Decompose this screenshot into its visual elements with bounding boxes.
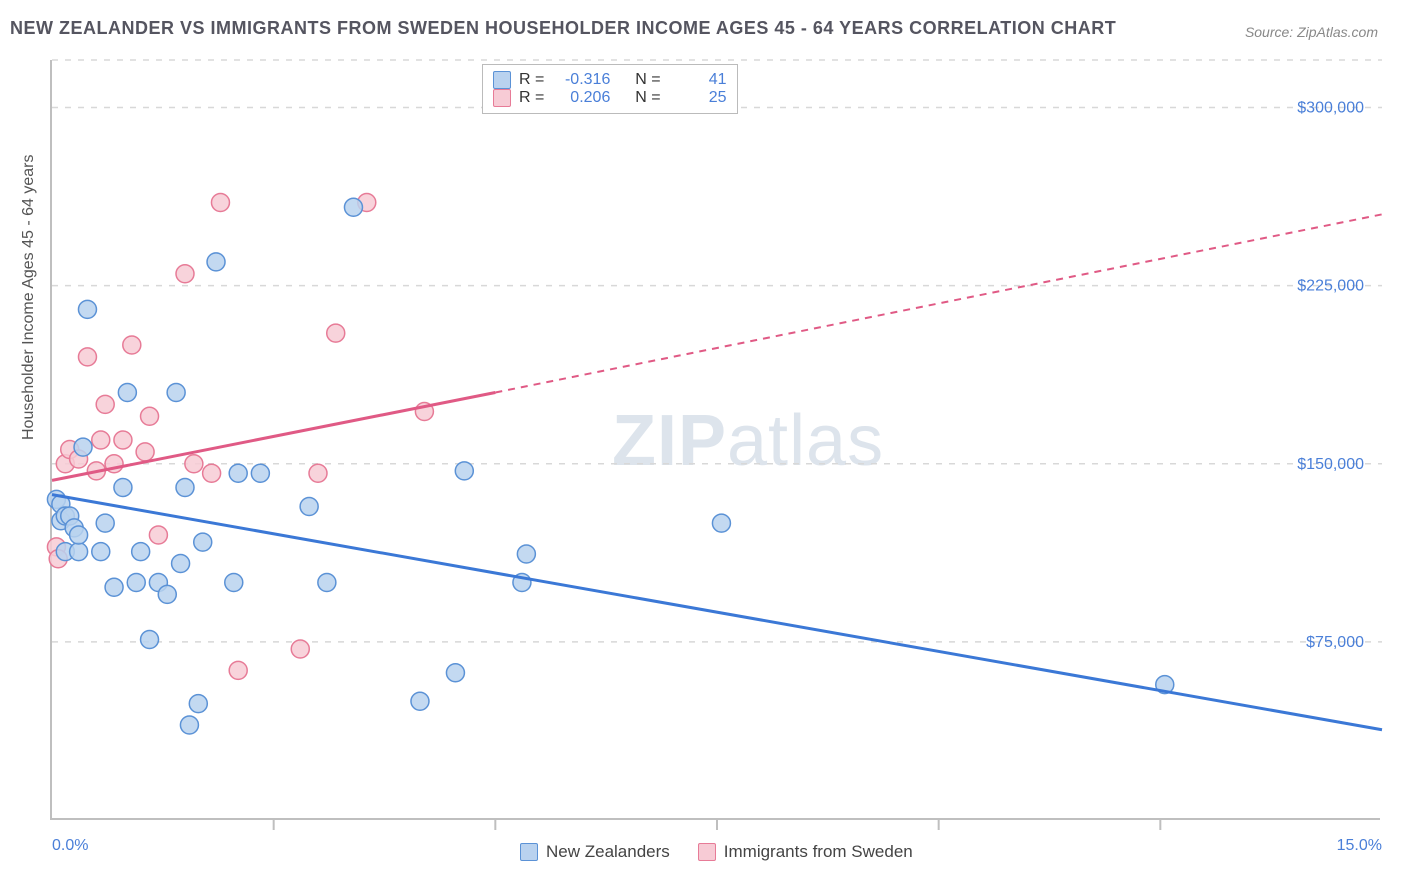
chart-title: NEW ZEALANDER VS IMMIGRANTS FROM SWEDEN … <box>10 18 1116 39</box>
r-value-sw: 0.206 <box>552 89 610 107</box>
svg-text:$300,000: $300,000 <box>1297 100 1364 117</box>
legend-stats-row: R = -0.316 N = 41 <box>493 71 727 89</box>
r-label: R = <box>519 89 544 107</box>
svg-text:$75,000: $75,000 <box>1306 634 1364 651</box>
chart-container: NEW ZEALANDER VS IMMIGRANTS FROM SWEDEN … <box>0 0 1406 892</box>
legend-label-sw: Immigrants from Sweden <box>724 842 913 862</box>
svg-text:0.0%: 0.0% <box>52 837 88 854</box>
y-axis-label: Householder Income Ages 45 - 64 years <box>20 155 38 441</box>
legend-stats: R = -0.316 N = 41 R = 0.206 N = 25 <box>482 64 738 114</box>
n-label: N = <box>635 89 660 107</box>
n-value-sw: 25 <box>669 89 727 107</box>
legend-item-nz: New Zealanders <box>520 842 670 862</box>
swatch-sw-icon <box>493 89 511 107</box>
svg-text:15.0%: 15.0% <box>1337 837 1382 854</box>
r-value-nz: -0.316 <box>552 71 610 89</box>
legend-label-nz: New Zealanders <box>546 842 670 862</box>
svg-text:$225,000: $225,000 <box>1297 278 1364 295</box>
r-label: R = <box>519 71 544 89</box>
n-label: N = <box>635 71 660 89</box>
swatch-sw-icon <box>698 843 716 861</box>
legend-stats-row: R = 0.206 N = 25 <box>493 89 727 107</box>
svg-text:$150,000: $150,000 <box>1297 456 1364 473</box>
n-value-nz: 41 <box>669 71 727 89</box>
legend-series: New Zealanders Immigrants from Sweden <box>520 842 913 862</box>
plot-area: ZIPatlas $75,000$150,000$225,000$300,000… <box>50 60 1380 820</box>
swatch-nz-icon <box>520 843 538 861</box>
source-label: Source: ZipAtlas.com <box>1245 24 1378 40</box>
swatch-nz-icon <box>493 71 511 89</box>
legend-item-sw: Immigrants from Sweden <box>698 842 913 862</box>
chart-svg: $75,000$150,000$225,000$300,0000.0%15.0% <box>52 60 1380 818</box>
